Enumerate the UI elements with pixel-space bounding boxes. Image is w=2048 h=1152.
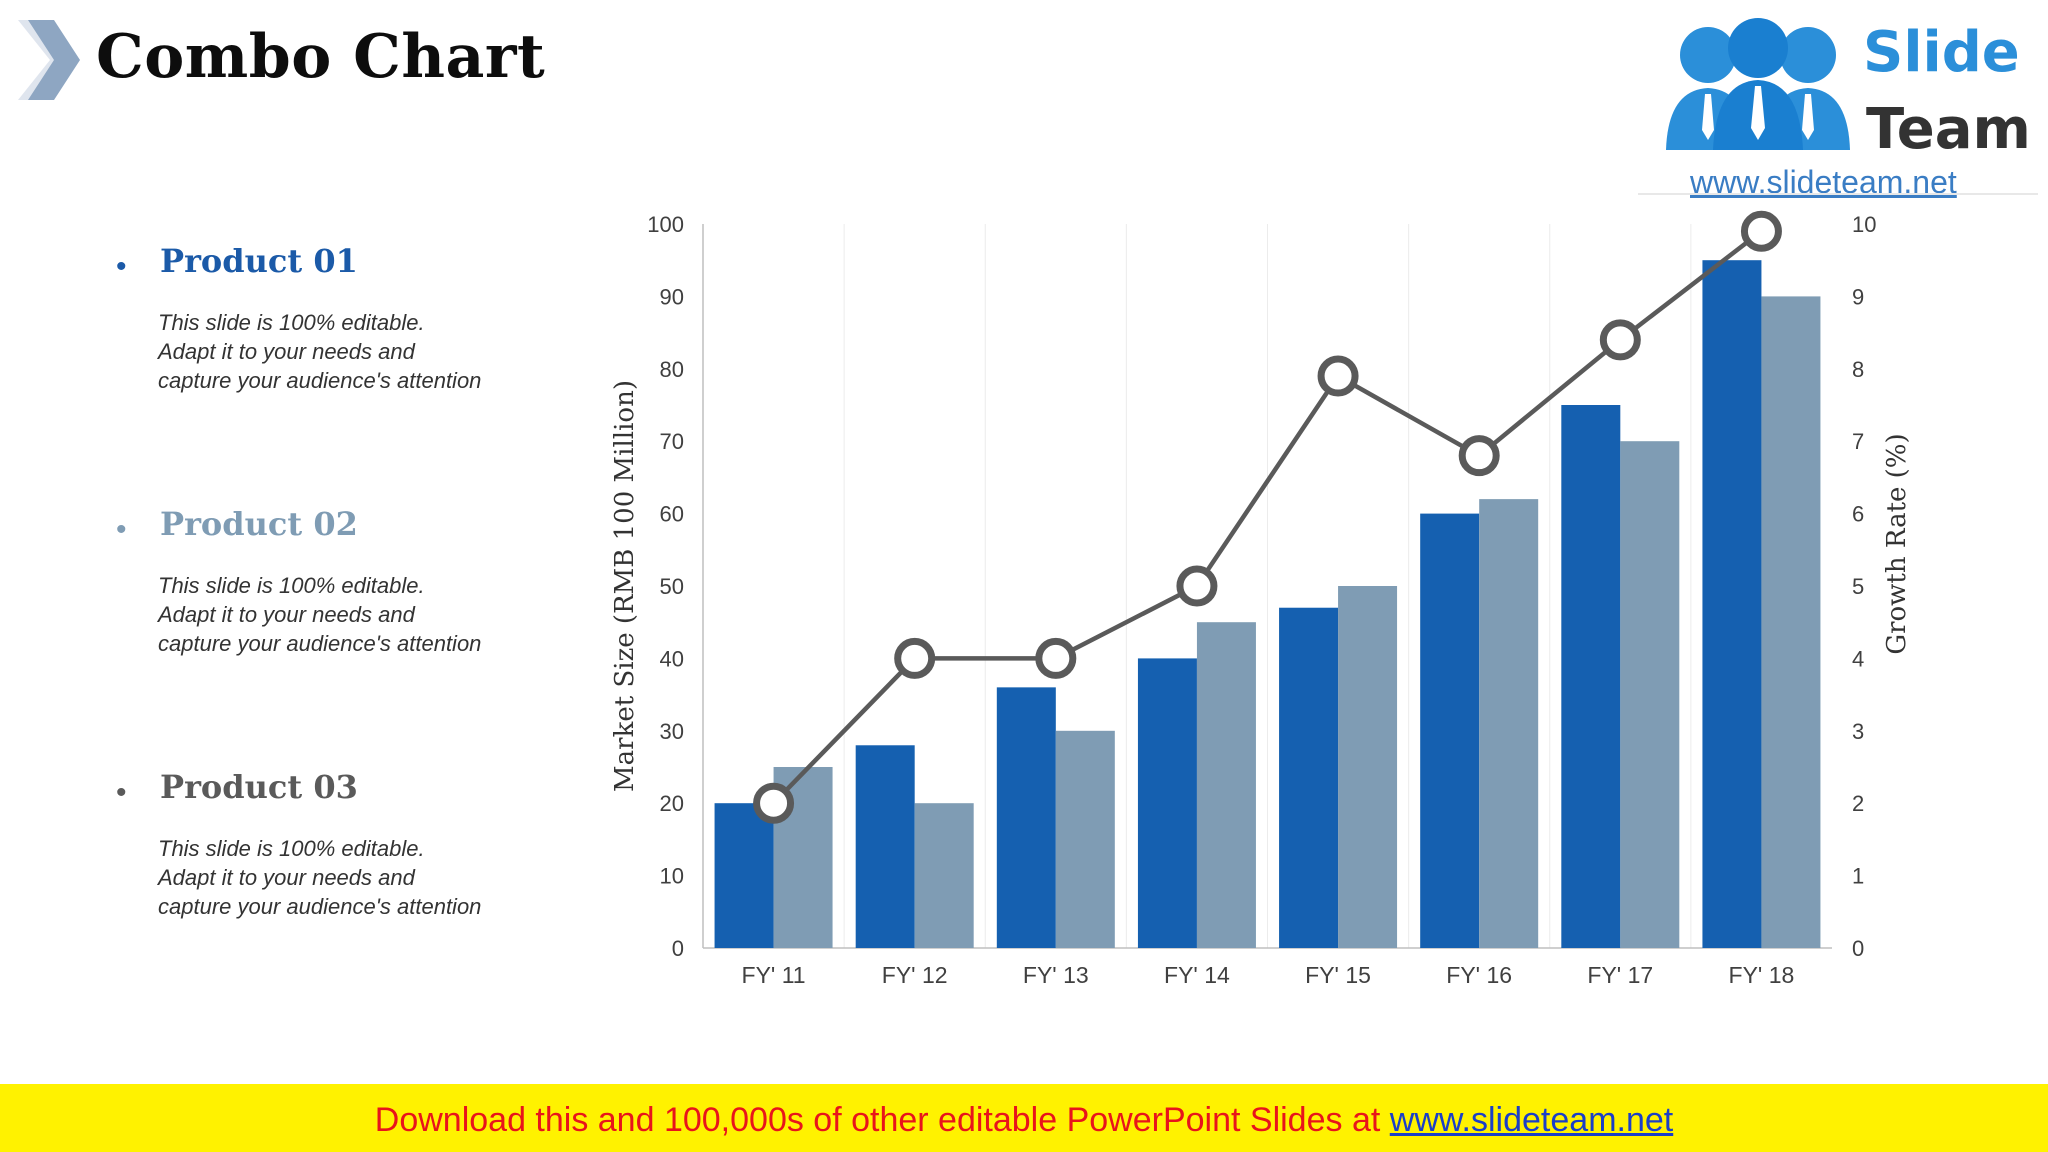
- logo-text-team: Team: [1866, 97, 2031, 162]
- desc-line: Adapt it to your needs and: [158, 602, 415, 627]
- growth-rate-point: [753, 782, 795, 824]
- y2-tick-label: 1: [1852, 864, 1864, 889]
- bar-series-2: [914, 803, 974, 948]
- growth-rate-point: [1740, 210, 1782, 252]
- desc-line: capture your audience's attention: [158, 631, 482, 656]
- y2-tick-label: 4: [1852, 646, 1864, 671]
- desc-line: This slide is 100% editable.: [158, 836, 425, 861]
- bar-series-1: [1137, 658, 1197, 948]
- y2-tick-label: 6: [1852, 502, 1864, 527]
- bar-series-2: [1620, 441, 1680, 948]
- y-tick-label: 70: [660, 429, 684, 454]
- x-tick-label: FY' 13: [1023, 962, 1089, 988]
- chevron-icon: [18, 20, 80, 100]
- product-name: Product 02: [160, 505, 358, 543]
- people-icon: [1666, 18, 1850, 150]
- product-name: Product 01: [160, 242, 358, 280]
- y2-tick-label: 8: [1852, 357, 1864, 382]
- bar-series-2: [1055, 730, 1115, 948]
- y-tick-label: 10: [660, 864, 684, 889]
- bar-series-1: [1279, 607, 1339, 948]
- y-tick-label: 20: [660, 791, 684, 816]
- x-tick-label: FY' 15: [1305, 962, 1371, 988]
- bar-series-1: [1702, 260, 1762, 948]
- bar-series-2: [1196, 622, 1256, 948]
- y2-tick-label: 2: [1852, 791, 1864, 816]
- bullet-icon: •: [116, 776, 127, 809]
- y-tick-label: 100: [647, 212, 684, 237]
- x-tick-label: FY' 18: [1729, 962, 1795, 988]
- divider: [1638, 193, 2038, 195]
- growth-rate-line: [771, 229, 1763, 805]
- banner-link[interactable]: www.slideteam.net: [1389, 1101, 1674, 1139]
- product-description: This slide is 100% editable. Adapt it to…: [158, 834, 588, 921]
- logo-text-slide: Slide: [1863, 20, 2020, 85]
- bar-series-2: [1338, 586, 1398, 948]
- desc-line: This slide is 100% editable.: [158, 573, 425, 598]
- product-description: This slide is 100% editable. Adapt it to…: [158, 571, 588, 658]
- desc-line: This slide is 100% editable.: [158, 310, 425, 335]
- y2-tick-label: 5: [1852, 574, 1864, 599]
- growth-rate-point: [1599, 319, 1641, 361]
- y2-axis-label: Growth Rate (%): [1882, 433, 1912, 654]
- x-tick-label: FY' 12: [882, 962, 948, 988]
- growth-rate-point: [1176, 565, 1218, 607]
- growth-rate-point: [1317, 355, 1359, 397]
- bullet-icon: •: [116, 513, 127, 546]
- x-tick-label: FY' 11: [742, 962, 806, 988]
- desc-line: capture your audience's attention: [158, 368, 482, 393]
- bar-series-1: [855, 745, 915, 948]
- desc-line: Adapt it to your needs and: [158, 339, 415, 364]
- growth-rate-point: [894, 637, 936, 679]
- growth-rate-point: [1458, 435, 1500, 477]
- y-axis-label: Market Size (RMB 100 Million): [610, 380, 640, 792]
- slideteam-logo[interactable]: Slide Team www.slideteam.net: [1638, 0, 2038, 200]
- bar-series-1: [996, 687, 1056, 948]
- bar-series-1: [1561, 405, 1621, 948]
- bar-series-2: [1761, 296, 1821, 948]
- y-tick-label: 40: [660, 646, 684, 671]
- page-title: Combo Chart: [96, 22, 546, 92]
- y-tick-label: 80: [660, 357, 684, 382]
- y-tick-label: 50: [660, 574, 684, 599]
- y2-tick-label: 0: [1852, 936, 1864, 961]
- y2-tick-label: 10: [1852, 212, 1876, 237]
- y-tick-label: 60: [660, 502, 684, 527]
- y2-tick-label: 7: [1852, 429, 1864, 454]
- banner-text: Download this and 100,000s of other edit…: [0, 1101, 2048, 1140]
- x-tick-label: FY' 17: [1587, 962, 1653, 988]
- product-name: Product 03: [160, 768, 358, 806]
- y2-tick-label: 3: [1852, 719, 1864, 744]
- y-tick-label: 30: [660, 719, 684, 744]
- y-tick-label: 90: [660, 284, 684, 309]
- banner-message: Download this and 100,000s of other edit…: [374, 1101, 1390, 1139]
- bar-series-2: [1479, 499, 1539, 948]
- desc-line: Adapt it to your needs and: [158, 865, 415, 890]
- bar-series-1: [714, 803, 774, 948]
- bullet-icon: •: [116, 250, 127, 283]
- y-tick-label: 0: [672, 936, 684, 961]
- growth-rate-point: [1035, 637, 1077, 679]
- desc-line: capture your audience's attention: [158, 894, 482, 919]
- x-tick-label: FY' 16: [1446, 962, 1512, 988]
- product-description: This slide is 100% editable. Adapt it to…: [158, 308, 588, 395]
- download-banner: [0, 1084, 2048, 1152]
- y2-tick-label: 9: [1852, 284, 1864, 309]
- bar-series-1: [1420, 513, 1480, 948]
- x-tick-label: FY' 14: [1164, 962, 1230, 988]
